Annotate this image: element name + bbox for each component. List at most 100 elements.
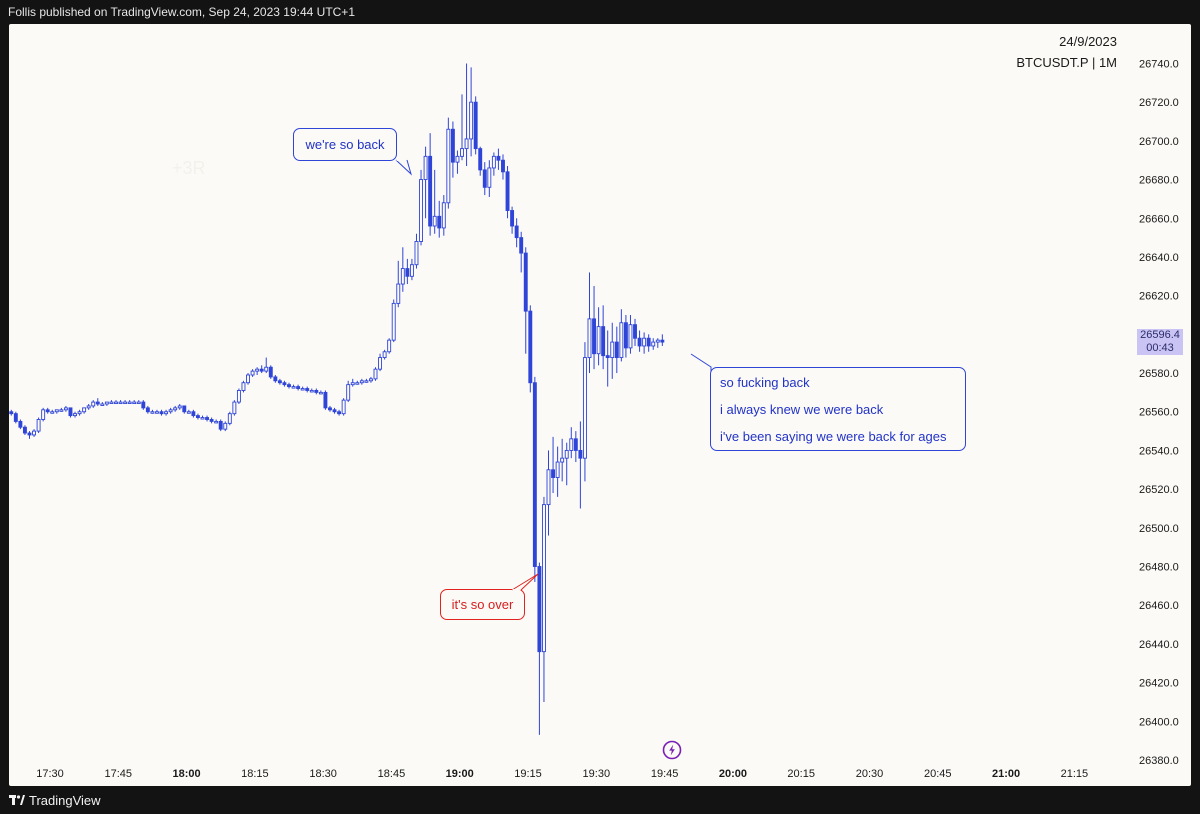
- annotation-we-are-so-back[interactable]: we're so back: [293, 128, 397, 161]
- candle[interactable]: [619, 309, 624, 362]
- candle[interactable]: [637, 330, 642, 352]
- candle[interactable]: [173, 405, 178, 412]
- candle[interactable]: [191, 409, 196, 418]
- candle[interactable]: [387, 338, 392, 354]
- candle[interactable]: [405, 258, 410, 285]
- candle[interactable]: [300, 386, 305, 391]
- candle[interactable]: [364, 378, 369, 383]
- candle[interactable]: [359, 378, 364, 385]
- candle[interactable]: [332, 407, 337, 414]
- candle[interactable]: [464, 63, 469, 167]
- candle[interactable]: [82, 407, 87, 414]
- candle[interactable]: [9, 409, 14, 416]
- candle[interactable]: [164, 409, 169, 416]
- candle[interactable]: [473, 96, 478, 155]
- candle[interactable]: [642, 332, 647, 354]
- candle[interactable]: [91, 400, 96, 408]
- candle[interactable]: [455, 150, 460, 174]
- candle[interactable]: [628, 315, 633, 354]
- candle[interactable]: [601, 305, 606, 370]
- candle[interactable]: [428, 133, 433, 236]
- candle[interactable]: [373, 367, 378, 381]
- candle[interactable]: [118, 400, 123, 405]
- candle[interactable]: [127, 400, 132, 405]
- candle[interactable]: [145, 405, 150, 414]
- candle[interactable]: [50, 409, 55, 414]
- chart-area[interactable]: 26380.0 26400.0 26420.0 26440.0 26460.0 26480…: [9, 24, 1191, 786]
- candle[interactable]: [482, 162, 487, 196]
- lightning-icon[interactable]: [662, 740, 682, 760]
- candle[interactable]: [246, 373, 250, 385]
- candle[interactable]: [195, 413, 200, 420]
- candle[interactable]: [18, 419, 23, 430]
- candle[interactable]: [282, 380, 287, 387]
- candle[interactable]: [328, 405, 332, 412]
- candle[interactable]: [268, 365, 273, 379]
- candle[interactable]: [528, 305, 533, 393]
- candle[interactable]: [646, 334, 651, 352]
- candle[interactable]: [514, 218, 519, 248]
- candle[interactable]: [660, 334, 665, 346]
- candle[interactable]: [610, 322, 615, 379]
- candle[interactable]: [450, 121, 455, 178]
- candle[interactable]: [378, 353, 383, 372]
- candle[interactable]: [54, 409, 59, 414]
- candle[interactable]: [409, 258, 414, 281]
- candlestick-chart[interactable]: 26380.0 26400.0 26420.0 26440.0 26460.0 26480…: [9, 24, 1191, 786]
- candle[interactable]: [555, 446, 560, 497]
- candle[interactable]: [150, 409, 155, 414]
- candle[interactable]: [318, 390, 323, 395]
- candle[interactable]: [200, 415, 205, 420]
- candle[interactable]: [542, 496, 546, 702]
- candle[interactable]: [505, 166, 510, 219]
- candle[interactable]: [437, 200, 442, 238]
- candle[interactable]: [255, 367, 260, 375]
- candle[interactable]: [59, 407, 64, 412]
- candle[interactable]: [141, 400, 146, 410]
- candle[interactable]: [323, 390, 328, 410]
- candle[interactable]: [22, 425, 27, 435]
- candle[interactable]: [296, 384, 301, 391]
- candle[interactable]: [532, 376, 537, 582]
- candle[interactable]: [227, 411, 232, 426]
- candle[interactable]: [95, 398, 100, 406]
- candle[interactable]: [564, 442, 569, 486]
- candle[interactable]: [214, 419, 219, 424]
- candle[interactable]: [633, 318, 637, 346]
- candle[interactable]: [623, 315, 628, 358]
- candle[interactable]: [264, 357, 269, 374]
- candle[interactable]: [614, 326, 619, 374]
- candle[interactable]: [341, 398, 346, 416]
- candle[interactable]: [368, 376, 373, 383]
- candle[interactable]: [355, 380, 360, 385]
- candle[interactable]: [496, 148, 501, 170]
- candle[interactable]: [537, 562, 542, 735]
- candle[interactable]: [573, 431, 578, 463]
- candle[interactable]: [223, 421, 228, 432]
- candle[interactable]: [314, 388, 319, 395]
- candle[interactable]: [27, 431, 32, 439]
- candle[interactable]: [578, 421, 583, 509]
- candle[interactable]: [469, 67, 474, 157]
- candle[interactable]: [205, 415, 210, 422]
- candle[interactable]: [382, 349, 387, 360]
- candle[interactable]: [13, 411, 18, 424]
- candle[interactable]: [45, 407, 50, 414]
- candle[interactable]: [423, 146, 428, 219]
- candle[interactable]: [391, 299, 396, 343]
- candle[interactable]: [414, 233, 419, 269]
- candle[interactable]: [232, 400, 237, 416]
- candle[interactable]: [77, 409, 82, 416]
- candle[interactable]: [432, 169, 437, 234]
- candle[interactable]: [123, 400, 128, 405]
- candle[interactable]: [41, 407, 46, 422]
- candle[interactable]: [250, 369, 255, 377]
- candle[interactable]: [287, 382, 291, 389]
- candle[interactable]: [182, 405, 187, 414]
- candle[interactable]: [155, 409, 159, 414]
- candle[interactable]: [523, 247, 528, 354]
- candle[interactable]: [209, 417, 214, 424]
- candle[interactable]: [236, 388, 241, 404]
- candle[interactable]: [510, 206, 515, 234]
- candle[interactable]: [136, 400, 141, 405]
